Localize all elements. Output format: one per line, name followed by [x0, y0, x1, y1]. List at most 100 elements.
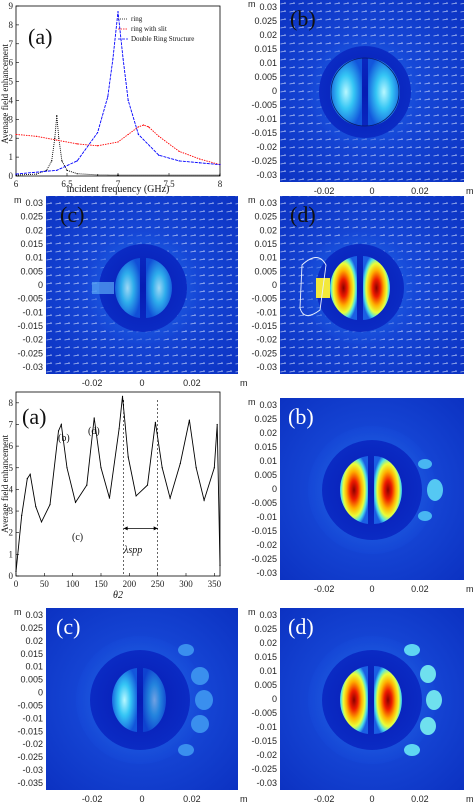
y-tick-label: -0.03	[22, 765, 43, 775]
bottom-c-axes: m 0.030.0250.020.0150.010.0050-0.005-0.01…	[14, 607, 248, 802]
data-point	[15, 173, 17, 175]
y-tick-label: -0.015	[251, 321, 277, 331]
y-tick-label: -0.015	[251, 526, 277, 536]
top-b-panel-label: (b)	[290, 6, 316, 31]
y-tick-label: 7	[9, 419, 14, 429]
data-point	[154, 421, 156, 423]
top-d-panel-label: (d)	[290, 202, 316, 227]
top-c-ring	[99, 244, 187, 332]
y-tick-label: 8	[9, 20, 14, 30]
y-tick-label: 0.01	[259, 666, 277, 676]
x-tick-label: -0.02	[314, 794, 335, 802]
y-tick-label: 6	[9, 58, 14, 68]
bottom-b-right-half	[374, 456, 402, 524]
y-tick-label: 0.01	[25, 253, 43, 263]
y-unit-label: m	[248, 607, 256, 617]
bottom-a-annot-c: (c)	[72, 532, 83, 543]
data-point	[29, 473, 31, 475]
y-tick-label: -0.025	[251, 156, 277, 166]
legend-ring-with-slit: ring with slit	[131, 25, 167, 33]
y-tick-label: -0.02	[256, 335, 277, 345]
top-a-legend: ring ring with slit Double Ring Structur…	[118, 15, 194, 43]
data-point	[76, 173, 78, 175]
y-tick-label: -0.025	[251, 348, 277, 358]
data-point	[199, 158, 201, 160]
x-tick-label: 0.02	[183, 794, 201, 802]
bottom-c-lobe-4	[191, 715, 209, 733]
y-tick-label: 0	[272, 484, 277, 494]
y-tick-label: 0.005	[20, 266, 43, 276]
top-c-panel-label: (c)	[60, 202, 84, 227]
bottom-a-xlabel: θ2	[113, 590, 123, 601]
x-tick-label: -0.02	[314, 186, 335, 196]
top-b-inner-outline	[330, 57, 400, 127]
y-tick-label: 0.02	[259, 30, 277, 40]
y-tick-label: -0.005	[251, 708, 277, 718]
bottom-c-left-half	[111, 668, 137, 732]
bottom-d-axes: m 0.030.0250.020.0150.010.0050-0.005-0.01…	[248, 607, 474, 802]
y-tick-label: 0.025	[254, 212, 277, 222]
y-tick-label: -0.005	[251, 498, 277, 508]
top-c-right-half	[146, 258, 173, 318]
data-point	[195, 467, 197, 469]
bottom-c-lobe-1	[178, 644, 194, 656]
data-point	[76, 160, 78, 162]
x-tick-label: 350	[208, 579, 222, 589]
top-b-left-half	[330, 58, 362, 126]
y-tick-label: 0.02	[25, 636, 43, 646]
top-a-ylabel: Avenage field enhancement	[0, 44, 10, 144]
x-tick-label: 200	[123, 579, 137, 589]
data-point	[127, 133, 129, 136]
y-unit-label: m	[248, 0, 256, 9]
y-tick-label: -0.015	[251, 736, 277, 746]
y-tick-label: 0.03	[259, 198, 277, 208]
x-tick-label: -0.02	[82, 378, 103, 388]
y-tick-label: 0.01	[25, 662, 43, 672]
y-tick-label: 0.015	[254, 442, 277, 452]
y-tick-label: 0.025	[20, 212, 43, 222]
y-tick-label: 0.005	[254, 72, 277, 82]
bottom-d-lobe-1	[404, 644, 420, 656]
data-point	[61, 160, 63, 162]
y-tick-label: -0.01	[22, 307, 43, 317]
data-point	[56, 114, 58, 117]
data-point	[199, 162, 201, 164]
bottom-d-ring	[322, 650, 422, 750]
bottom-d-lobe-4	[420, 717, 436, 735]
bottom-panel-d: (d) m 0.030.0250.020.0150.010.0050-0.005-…	[248, 607, 474, 802]
data-point	[35, 506, 37, 508]
y-tick-label: 0.01	[259, 58, 277, 68]
bottom-d-left-half	[339, 666, 368, 734]
top-b-right-half	[368, 58, 400, 126]
data-point	[169, 497, 171, 499]
y-tick-label: -0.035	[17, 778, 43, 788]
data-point	[122, 58, 124, 60]
y-tick-label: 0.02	[259, 428, 277, 438]
data-point	[54, 137, 56, 139]
bottom-b-left-half	[339, 456, 368, 524]
data-point	[76, 143, 78, 145]
y-tick-label: 0.025	[254, 414, 277, 424]
data-point	[108, 497, 111, 499]
y-tick-label: 0	[272, 694, 277, 704]
top-a-panel-label: (a)	[28, 24, 52, 49]
data-point	[127, 456, 129, 458]
data-point	[121, 395, 124, 397]
data-point	[158, 154, 160, 156]
data-point	[148, 126, 150, 128]
data-point	[127, 99, 129, 102]
bottom-d-lobe-2	[420, 665, 436, 683]
top-a-series	[15, 11, 221, 176]
y-tick-label: -0.005	[17, 700, 43, 710]
y-tick-label: 0.03	[259, 400, 277, 410]
y-tick-label: -0.03	[256, 170, 277, 180]
y-tick-label: 0.015	[254, 239, 277, 249]
x-unit-label: m	[466, 584, 474, 594]
bottom-c-right-half	[143, 668, 166, 732]
y-tick-label: -0.03	[256, 362, 277, 372]
x-tick-label: 150	[94, 579, 108, 589]
y-tick-label: -0.02	[256, 142, 277, 152]
bottom-c-ring	[90, 650, 190, 750]
data-point	[213, 467, 215, 469]
y-tick-label: 4	[9, 95, 14, 105]
